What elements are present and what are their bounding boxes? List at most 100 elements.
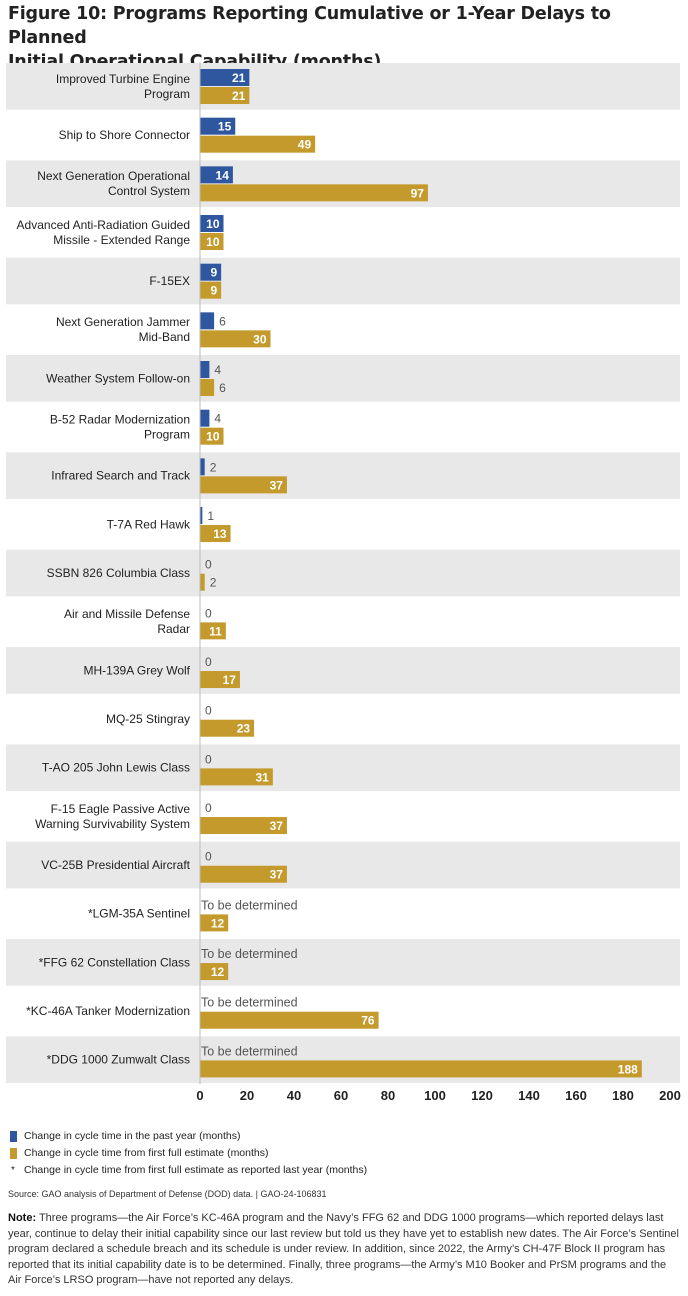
data-label-past-year: 10	[206, 217, 220, 231]
bar-past-year	[200, 409, 210, 427]
data-label-first-estimate: 12	[211, 965, 225, 979]
bar-first-estimate	[200, 233, 224, 251]
category-label: T-AO 205 John Lewis Class	[42, 761, 190, 775]
data-label-first-estimate: 30	[253, 332, 267, 346]
bar-past-year	[200, 263, 222, 281]
category-label: Mid-Band	[139, 330, 190, 344]
legend-item-last-year: * Change in cycle time from first full e…	[10, 1162, 367, 1179]
bar-first-estimate	[200, 865, 287, 883]
row-band	[6, 841, 680, 889]
row-band	[6, 549, 680, 597]
category-label: Infrared Search and Track	[51, 469, 191, 483]
data-label-past-year: 0	[205, 801, 212, 815]
bar-first-estimate	[200, 476, 287, 494]
category-label: Weather System Follow-on	[46, 371, 190, 385]
title-line-1: Figure 10: Programs Reporting Cumulative…	[8, 4, 611, 48]
category-label: Missile - Extended Range	[53, 233, 190, 247]
bar-first-estimate	[200, 87, 250, 104]
category-label: F-15 Eagle Passive Active	[51, 802, 191, 816]
bar-first-estimate	[200, 525, 231, 543]
data-label-past-year: 9	[210, 266, 217, 280]
category-label: B-52 Radar Modernization	[50, 413, 190, 427]
data-label-first-estimate: 10	[206, 235, 220, 249]
legend-star-marker: *	[11, 1165, 15, 1176]
x-tick-label: 60	[334, 1088, 348, 1103]
legend-label-last-year: Change in cycle time from first full est…	[24, 1164, 368, 1176]
source-line: Source: GAO analysis of Department of De…	[8, 1189, 327, 1199]
bar-past-year	[200, 215, 224, 233]
bar-first-estimate	[200, 622, 226, 640]
legend-item-past-year: Change in cycle time in the past year (m…	[10, 1128, 367, 1145]
x-tick-label: 160	[565, 1088, 587, 1103]
data-label-past-year: 0	[205, 558, 212, 572]
data-label-past-year: 0	[205, 704, 212, 718]
data-label-first-estimate: 188	[618, 1062, 638, 1076]
data-label-first-estimate: 23	[237, 722, 251, 736]
category-label: Program	[144, 428, 190, 442]
category-label: Next Generation Operational	[37, 169, 190, 183]
bar-first-estimate	[200, 768, 273, 786]
bar-first-estimate	[200, 330, 271, 348]
category-label: Improved Turbine Engine	[56, 72, 190, 86]
bar-first-estimate	[200, 671, 240, 689]
bar-past-year	[200, 507, 203, 525]
bar-first-estimate	[200, 427, 224, 445]
category-label: Ship to Shore Connector	[59, 128, 190, 142]
x-tick-label: 120	[471, 1088, 493, 1103]
legend-label-first-estimate: Change in cycle time from first full est…	[24, 1147, 269, 1159]
data-label-first-estimate: 6	[219, 381, 226, 395]
tbd-label: To be determined	[201, 996, 298, 1010]
data-label-first-estimate: 37	[270, 819, 284, 833]
category-label: Radar	[157, 622, 190, 636]
x-tick-label: 180	[612, 1088, 634, 1103]
data-label-past-year: 0	[205, 850, 212, 864]
category-label: Next Generation Jammer	[56, 315, 190, 329]
category-label: SSBN 826 Columbia Class	[47, 566, 190, 580]
data-label-past-year: 0	[205, 606, 212, 620]
note-text: Three programs—the Air Force’s KC-46A pr…	[8, 1212, 679, 1286]
bar-first-estimate	[200, 281, 222, 299]
data-label-past-year: 1	[207, 509, 214, 523]
category-label: *KC-46A Tanker Modernization	[26, 1004, 190, 1018]
data-label-first-estimate: 13	[213, 527, 227, 541]
data-label-first-estimate: 17	[223, 673, 237, 687]
category-label: Warning Survivability System	[35, 817, 190, 831]
data-label-first-estimate: 37	[270, 478, 284, 492]
tbd-label: To be determined	[201, 947, 298, 961]
category-label: Control System	[108, 184, 190, 198]
bar-past-year	[200, 361, 210, 379]
category-label: F-15EX	[149, 274, 190, 288]
data-label-past-year: 6	[219, 314, 226, 328]
data-label-past-year: 21	[232, 71, 246, 85]
row-band	[6, 744, 680, 792]
category-label: *FFG 62 Constellation Class	[39, 955, 190, 969]
bar-past-year	[200, 117, 236, 135]
category-label: Advanced Anti-Radiation Guided	[17, 218, 190, 232]
data-label-past-year: 14	[216, 168, 230, 182]
x-tick-label: 0	[196, 1088, 203, 1103]
data-label-past-year: 15	[218, 120, 232, 134]
row-band	[6, 63, 680, 110]
x-tick-label: 200	[659, 1088, 681, 1103]
data-label-past-year: 4	[214, 363, 221, 377]
legend-swatch-first-estimate	[10, 1148, 17, 1159]
bar-first-estimate	[200, 1011, 379, 1029]
x-tick-label: 40	[287, 1088, 301, 1103]
x-tick-label: 100	[424, 1088, 446, 1103]
data-label-first-estimate: 76	[361, 1014, 375, 1028]
bar-first-estimate	[200, 817, 287, 835]
row-band	[6, 647, 680, 694]
data-label-first-estimate: 10	[206, 430, 220, 444]
note-paragraph: Note: Three programs—the Air Force’s KC-…	[8, 1211, 680, 1289]
category-label: Program	[144, 87, 190, 101]
bar-first-estimate	[200, 184, 428, 202]
data-label-first-estimate: 21	[232, 89, 246, 103]
data-label-first-estimate: 37	[270, 868, 284, 882]
data-label-first-estimate: 12	[211, 916, 225, 930]
row-band	[6, 452, 680, 500]
row-band	[6, 257, 680, 305]
legend: Change in cycle time in the past year (m…	[10, 1128, 367, 1179]
legend-label-past-year: Change in cycle time in the past year (m…	[24, 1130, 241, 1142]
category-label: *LGM-35A Sentinel	[88, 907, 190, 921]
